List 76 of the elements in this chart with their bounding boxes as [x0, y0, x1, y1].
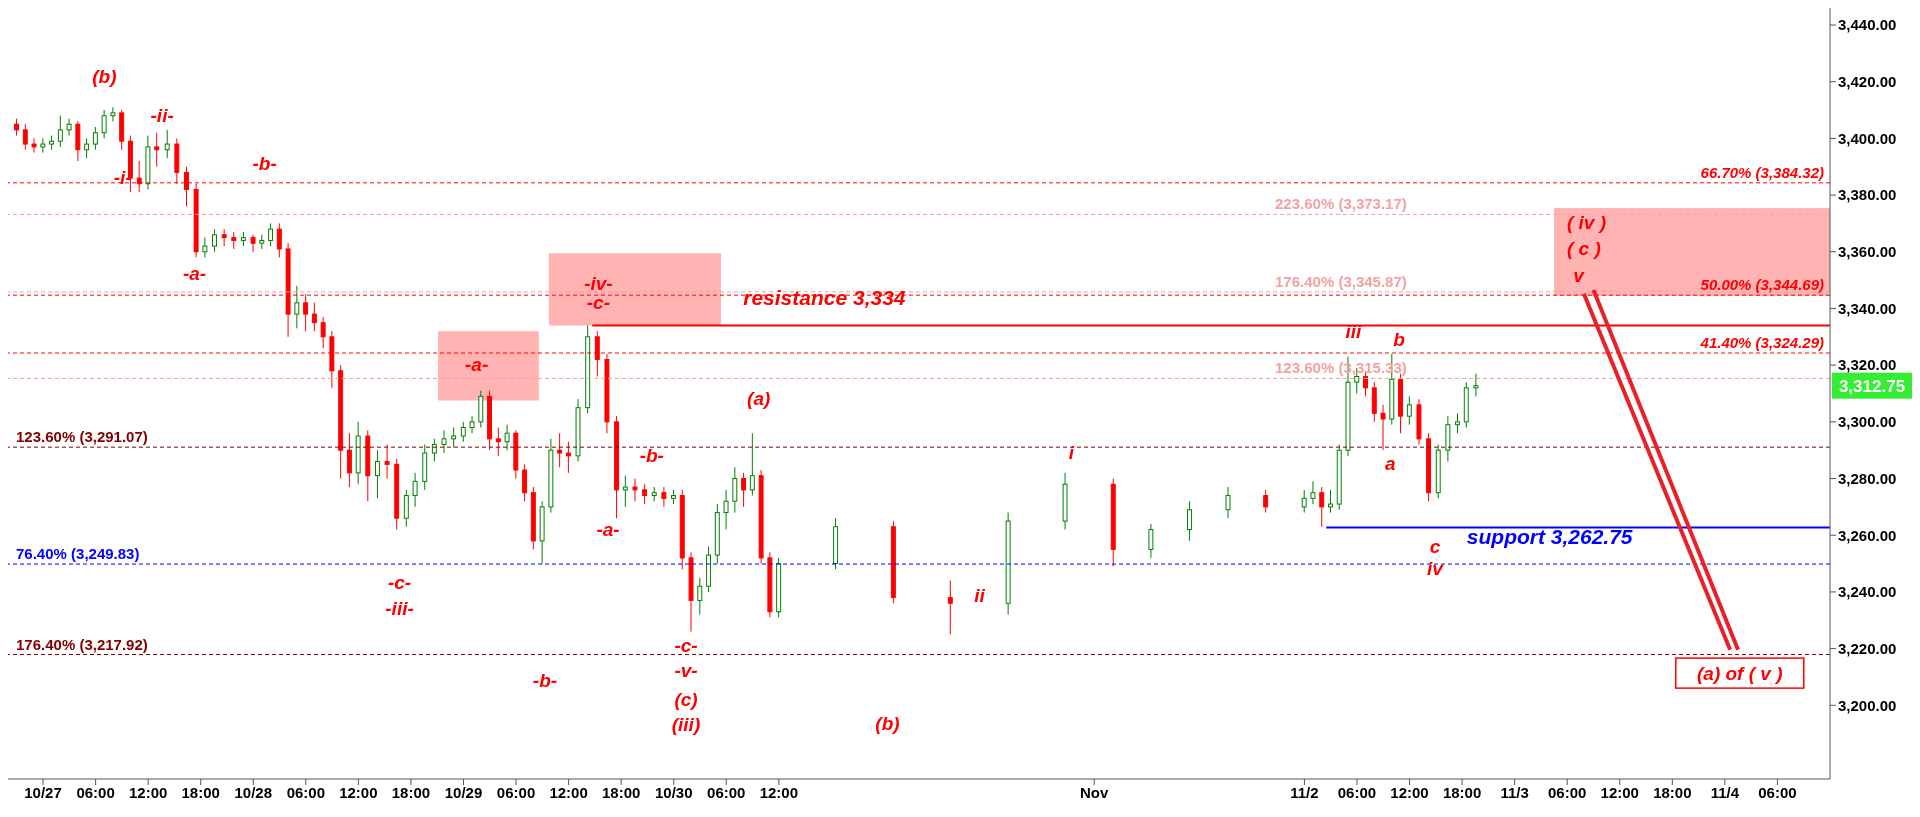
- ref-line-label: 50.00% (3,344.69): [1700, 276, 1824, 294]
- y-tick-label: 3,260.00: [1838, 526, 1897, 544]
- annotation: support 3,262.75: [1466, 525, 1633, 549]
- annotation: (a) of ( v ): [1697, 663, 1783, 685]
- y-tick-label: 3,300.00: [1838, 413, 1897, 431]
- annotation: resistance 3,334: [743, 285, 906, 309]
- annotation: ii: [974, 584, 986, 606]
- annotation: -a-: [596, 518, 620, 540]
- x-tick-label: 10/28: [234, 783, 273, 801]
- x-tick-label: 12:00: [759, 783, 799, 801]
- x-tick-label: Nov: [1080, 783, 1110, 801]
- annotation: -iii-: [385, 597, 414, 619]
- x-tick-label: 12:00: [339, 783, 378, 801]
- annotation: (iii): [671, 714, 701, 736]
- x-tick-label: 18:00: [181, 783, 220, 801]
- annotation: -c-: [387, 572, 412, 594]
- x-tick-label: 10/27: [24, 783, 62, 801]
- annotation: -b-: [532, 669, 558, 691]
- y-tick-label: 3,240.00: [1838, 583, 1897, 601]
- x-tick-label: 06:00: [1758, 783, 1797, 801]
- x-tick-label: 18:00: [601, 783, 641, 801]
- x-tick-label: 12:00: [549, 783, 588, 801]
- y-tick-label: 3,440.00: [1838, 16, 1897, 34]
- annotation: ( iv ): [1566, 212, 1607, 234]
- x-tick-label: 12:00: [128, 783, 168, 801]
- x-tick-label: 11/2: [1290, 783, 1319, 801]
- x-tick-label: 18:00: [1442, 783, 1482, 801]
- annotation: (b): [875, 712, 900, 734]
- annotation: ( c ): [1566, 237, 1601, 259]
- ref-line-label: 223.60% (3,373.17): [1275, 195, 1407, 213]
- x-tick-label: 18:00: [1653, 783, 1692, 801]
- x-tick-label: 06:00: [707, 783, 746, 801]
- x-tick-label: 11/4: [1710, 783, 1740, 801]
- ref-line-label: 176.40% (3,217.92): [16, 635, 148, 653]
- annotation: -v-: [674, 660, 698, 682]
- ref-line-label: 176.40% (3,345.87): [1275, 272, 1407, 290]
- x-tick-label: 10/30: [654, 783, 693, 801]
- y-tick-label: 3,320.00: [1838, 356, 1897, 374]
- x-tick-label: 06:00: [1548, 783, 1587, 801]
- annotation: (b): [92, 66, 117, 88]
- annotation: i: [1068, 442, 1075, 464]
- x-tick-label: 12:00: [1390, 783, 1429, 801]
- annotation: -b-: [639, 444, 664, 466]
- x-tick-label: 06:00: [76, 783, 115, 801]
- y-tick-label: 3,280.00: [1838, 469, 1897, 487]
- ref-line-label: 41.40% (3,324.29): [1699, 333, 1824, 351]
- x-tick-label: 10/29: [444, 783, 483, 801]
- x-tick-label: 06:00: [496, 783, 536, 801]
- annotation: (a): [747, 388, 771, 410]
- text: 3,312.75: [1838, 376, 1906, 396]
- x-tick-label: 06:00: [1337, 783, 1377, 801]
- y-tick-label: 3,340.00: [1838, 299, 1897, 317]
- ref-line-label: 66.70% (3,384.32): [1700, 163, 1824, 181]
- x-tick-label: 11/3: [1500, 783, 1529, 801]
- annotation: -a-: [182, 263, 207, 285]
- annotation: v: [1573, 264, 1586, 286]
- ref-line-label: 123.60% (3,291.07): [16, 428, 148, 446]
- y-tick-label: 3,200.00: [1838, 696, 1897, 714]
- y-tick-label: 3,360.00: [1838, 243, 1897, 261]
- y-tick-label: 3,220.00: [1838, 639, 1897, 657]
- annotation: (c): [674, 688, 698, 710]
- annotation: -b-: [252, 152, 277, 174]
- annotation: -ii-: [150, 104, 174, 126]
- annotation: -c-: [674, 634, 698, 656]
- annotation: -a-: [465, 354, 489, 376]
- x-tick-label: 18:00: [391, 783, 431, 801]
- x-tick-label: 12:00: [1600, 783, 1639, 801]
- ref-line-label: 76.40% (3,249.83): [16, 545, 140, 563]
- y-tick-label: 3,380.00: [1838, 186, 1897, 204]
- annotation: iv: [1427, 558, 1445, 580]
- y-tick-label: 3,400.00: [1838, 129, 1897, 147]
- y-tick-label: 3,420.00: [1838, 73, 1897, 91]
- annotation: a: [1384, 453, 1396, 475]
- x-tick-label: 06:00: [286, 783, 326, 801]
- annotation: b: [1393, 328, 1406, 350]
- annotation: c: [1429, 535, 1441, 557]
